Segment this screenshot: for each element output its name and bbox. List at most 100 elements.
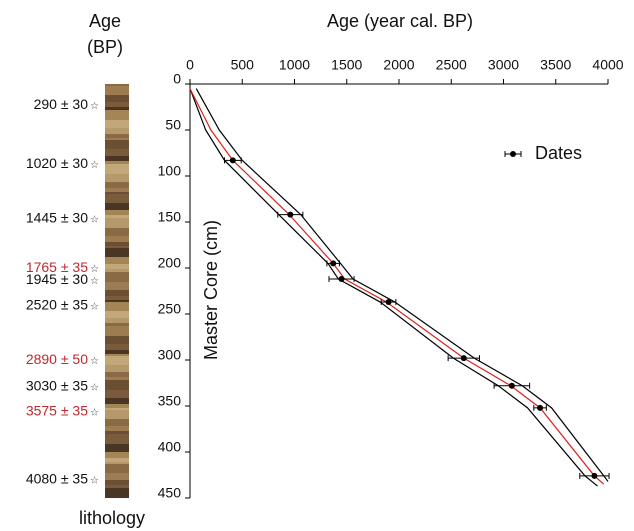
lithology-band xyxy=(105,110,129,120)
lithology-band xyxy=(105,408,129,410)
x-axis-title: Age (year cal. BP) xyxy=(327,11,473,31)
sample-marker: ☆ xyxy=(90,264,99,275)
sample-label: 1020 ± 30 xyxy=(26,155,88,171)
lithology-band xyxy=(105,480,129,485)
x-tick-label: 3000 xyxy=(488,57,519,73)
x-tick-label: 500 xyxy=(231,57,255,73)
sample-marker: ☆ xyxy=(90,356,99,367)
lithology-band xyxy=(105,350,129,354)
sample-marker: ☆ xyxy=(90,383,99,394)
core-header: (BP) xyxy=(87,37,123,57)
lithology-band xyxy=(105,120,129,128)
lithology-band xyxy=(105,444,129,452)
lithology-band xyxy=(105,434,129,444)
lithology-band xyxy=(105,264,129,269)
sample-marker: ☆ xyxy=(90,302,99,313)
age-model-line xyxy=(189,88,598,487)
lithology-band xyxy=(105,300,129,302)
legend-icon xyxy=(510,151,516,157)
lithology-band xyxy=(105,464,129,473)
y-tick-label: 300 xyxy=(158,347,182,363)
lithology-band xyxy=(105,398,129,404)
lithology-band xyxy=(105,192,129,194)
lithology-band xyxy=(105,380,129,390)
lithology-band xyxy=(105,84,129,86)
lithology-band xyxy=(105,356,129,365)
lithology-band xyxy=(105,410,129,419)
lithology-band xyxy=(105,377,129,380)
lithology-band xyxy=(105,140,129,149)
core-footer: lithology xyxy=(79,508,145,528)
y-tick-label: 0 xyxy=(173,71,181,87)
x-tick-label: 2000 xyxy=(383,57,414,73)
lithology-band xyxy=(105,138,129,140)
lithology-band xyxy=(105,336,129,344)
lithology-band xyxy=(105,473,129,480)
date-point xyxy=(330,260,337,267)
lithology-band xyxy=(105,174,129,182)
lithology-band xyxy=(105,462,129,464)
lithology-band xyxy=(105,228,129,236)
lithology-band xyxy=(105,311,129,318)
sample-marker: ☆ xyxy=(90,214,99,225)
x-tick-label: 1500 xyxy=(331,57,362,73)
date-point xyxy=(229,157,236,164)
sample-label: 1445 ± 30 xyxy=(26,209,88,225)
lithology-band xyxy=(105,354,129,356)
date-point xyxy=(591,472,598,479)
lithology-band xyxy=(105,156,129,161)
y-axis-title: Master Core (cm) xyxy=(201,220,221,360)
lithology-band xyxy=(105,86,129,95)
lithology-band xyxy=(105,246,129,248)
sample-label: 290 ± 30 xyxy=(34,96,89,112)
lithology-band xyxy=(105,365,129,372)
lithology-band xyxy=(105,164,129,174)
lithology-band xyxy=(105,215,129,218)
lithology-band xyxy=(105,194,129,203)
lithology-band xyxy=(105,128,129,134)
lithology-band xyxy=(105,372,129,377)
y-tick-label: 200 xyxy=(158,255,182,271)
date-point xyxy=(385,299,392,306)
x-tick-label: 0 xyxy=(186,57,194,73)
sample-label: 1765 ± 35 xyxy=(26,259,88,275)
sample-label: 4080 ± 35 xyxy=(26,471,88,487)
lithology-band xyxy=(105,290,129,296)
lithology-band xyxy=(105,134,129,138)
lithology-band xyxy=(105,95,129,102)
date-point xyxy=(338,276,345,283)
lithology-band xyxy=(105,102,129,107)
lithology-band xyxy=(105,257,129,264)
date-point xyxy=(287,211,294,218)
core-header: Age xyxy=(89,11,121,31)
y-tick-label: 350 xyxy=(158,393,182,409)
lithology-band xyxy=(105,188,129,192)
y-tick-label: 100 xyxy=(158,163,182,179)
lithology-band xyxy=(105,323,129,326)
legend-label: Dates xyxy=(535,143,582,163)
lithology-band xyxy=(105,282,129,290)
lithology-band xyxy=(105,344,129,350)
lithology-band xyxy=(105,203,129,210)
lithology-band xyxy=(105,149,129,156)
y-tick-label: 150 xyxy=(158,209,182,225)
sample-marker: ☆ xyxy=(90,276,99,287)
sample-marker: ☆ xyxy=(90,101,99,112)
sample-label: 3030 ± 35 xyxy=(26,378,88,394)
x-tick-label: 2500 xyxy=(436,57,467,73)
age-model-line xyxy=(195,88,609,482)
sample-marker: ☆ xyxy=(90,160,99,171)
lithology-band xyxy=(105,488,129,498)
lithology-band xyxy=(105,318,129,323)
lithology-band xyxy=(105,248,129,257)
y-tick-label: 50 xyxy=(165,117,181,133)
x-tick-label: 4000 xyxy=(592,57,623,73)
sample-marker: ☆ xyxy=(90,407,99,418)
lithology-band xyxy=(105,426,129,431)
lithology-band xyxy=(105,236,129,242)
date-point xyxy=(508,382,515,389)
y-tick-label: 400 xyxy=(158,439,182,455)
y-tick-label: 250 xyxy=(158,301,182,317)
x-tick-label: 1000 xyxy=(279,57,310,73)
